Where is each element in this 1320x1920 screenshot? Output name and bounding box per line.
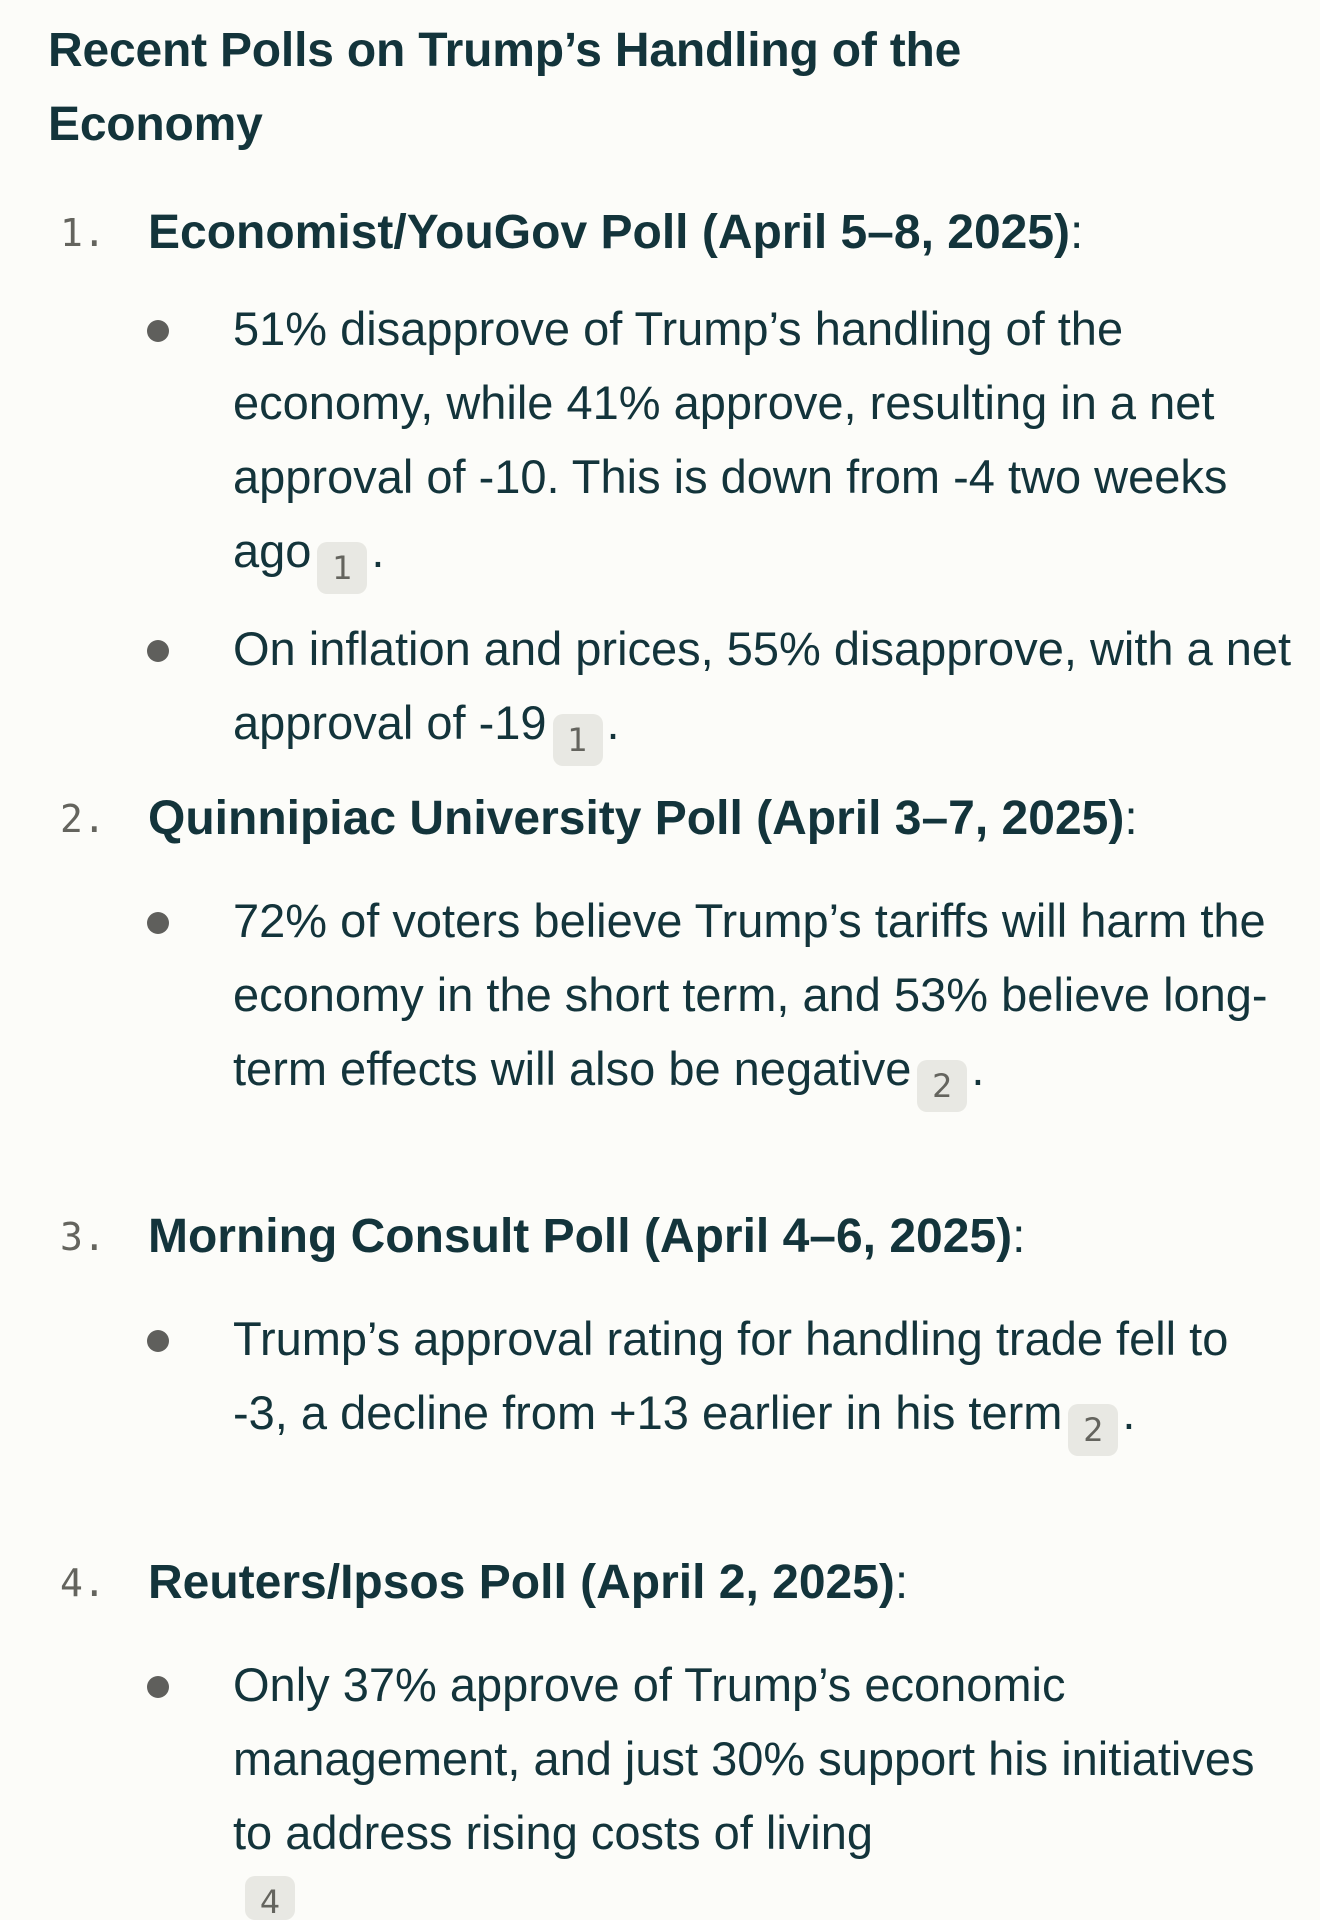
poll-heading-colon: : — [1070, 206, 1084, 259]
poll-heading: Morning Consult Poll (April 4–6, 2025): — [148, 1200, 1288, 1274]
poll-heading-text: Economist/YouGov Poll (April 5–8, 2025) — [148, 206, 1071, 259]
bullet-text: Trump’s approval rating for handling tra… — [233, 1302, 1293, 1456]
poll-number: 1. — [60, 211, 106, 255]
bullet-body: Trump’s approval rating for handling tra… — [233, 1312, 1229, 1439]
bullet-body: 72% of voters believe Trump’s tariffs wi… — [233, 894, 1268, 1095]
bullet-dot-icon — [147, 640, 169, 662]
citation-badge[interactable]: 1 — [552, 714, 603, 766]
poll-heading-text: Quinnipiac University Poll (April 3–7, 2… — [148, 792, 1125, 845]
poll-heading: Quinnipiac University Poll (April 3–7, 2… — [148, 782, 1288, 856]
poll-heading-text: Reuters/Ipsos Poll (April 2, 2025) — [148, 1556, 895, 1609]
bullet-tail: . — [371, 524, 385, 577]
poll-heading-colon: : — [1012, 1210, 1026, 1263]
poll-number: 3. — [60, 1215, 106, 1259]
bullet-text: 72% of voters believe Trump’s tariffs wi… — [233, 884, 1293, 1112]
section-title: Recent Polls on Trump’s Handling of the … — [48, 24, 962, 151]
bullet-text: On inflation and prices, 55% disapprove,… — [233, 612, 1293, 766]
bullet-dot-icon — [147, 912, 169, 934]
poll-heading: Economist/YouGov Poll (April 5–8, 2025): — [148, 196, 1288, 270]
bullet-body: On inflation and prices, 55% disapprove,… — [233, 622, 1292, 749]
poll-heading: Reuters/Ipsos Poll (April 2, 2025): — [148, 1546, 1288, 1620]
poll-heading-colon: : — [894, 1556, 909, 1609]
bullet-tail: . — [1122, 1386, 1136, 1439]
poll-number: 4. — [60, 1561, 106, 1605]
bullet-tail: . — [971, 1042, 985, 1095]
bullet-dot-icon — [147, 320, 169, 342]
citation-badge[interactable]: 2 — [1068, 1404, 1119, 1456]
bullet-dot-icon — [147, 1330, 169, 1352]
bullet-body: 51% disapprove of Trump’s handling of th… — [233, 302, 1228, 577]
poll-heading-text: Morning Consult Poll (April 4–6, 2025) — [148, 1210, 1013, 1263]
citation-badge[interactable]: 2 — [917, 1060, 968, 1112]
poll-heading-colon: : — [1124, 792, 1138, 845]
citation-badge[interactable]: 4 — [245, 1876, 295, 1920]
bullet-dot-icon — [147, 1676, 169, 1698]
bullet-body: Only 37% approve of Trump’s economic man… — [233, 1658, 1255, 1859]
bullet-tail: . — [606, 696, 620, 749]
bullet-text: Only 37% approve of Trump’s economic man… — [233, 1648, 1293, 1870]
poll-number: 2. — [60, 797, 106, 841]
citation-badge[interactable]: 1 — [317, 542, 368, 594]
bullet-text: 51% disapprove of Trump’s handling of th… — [233, 292, 1293, 594]
